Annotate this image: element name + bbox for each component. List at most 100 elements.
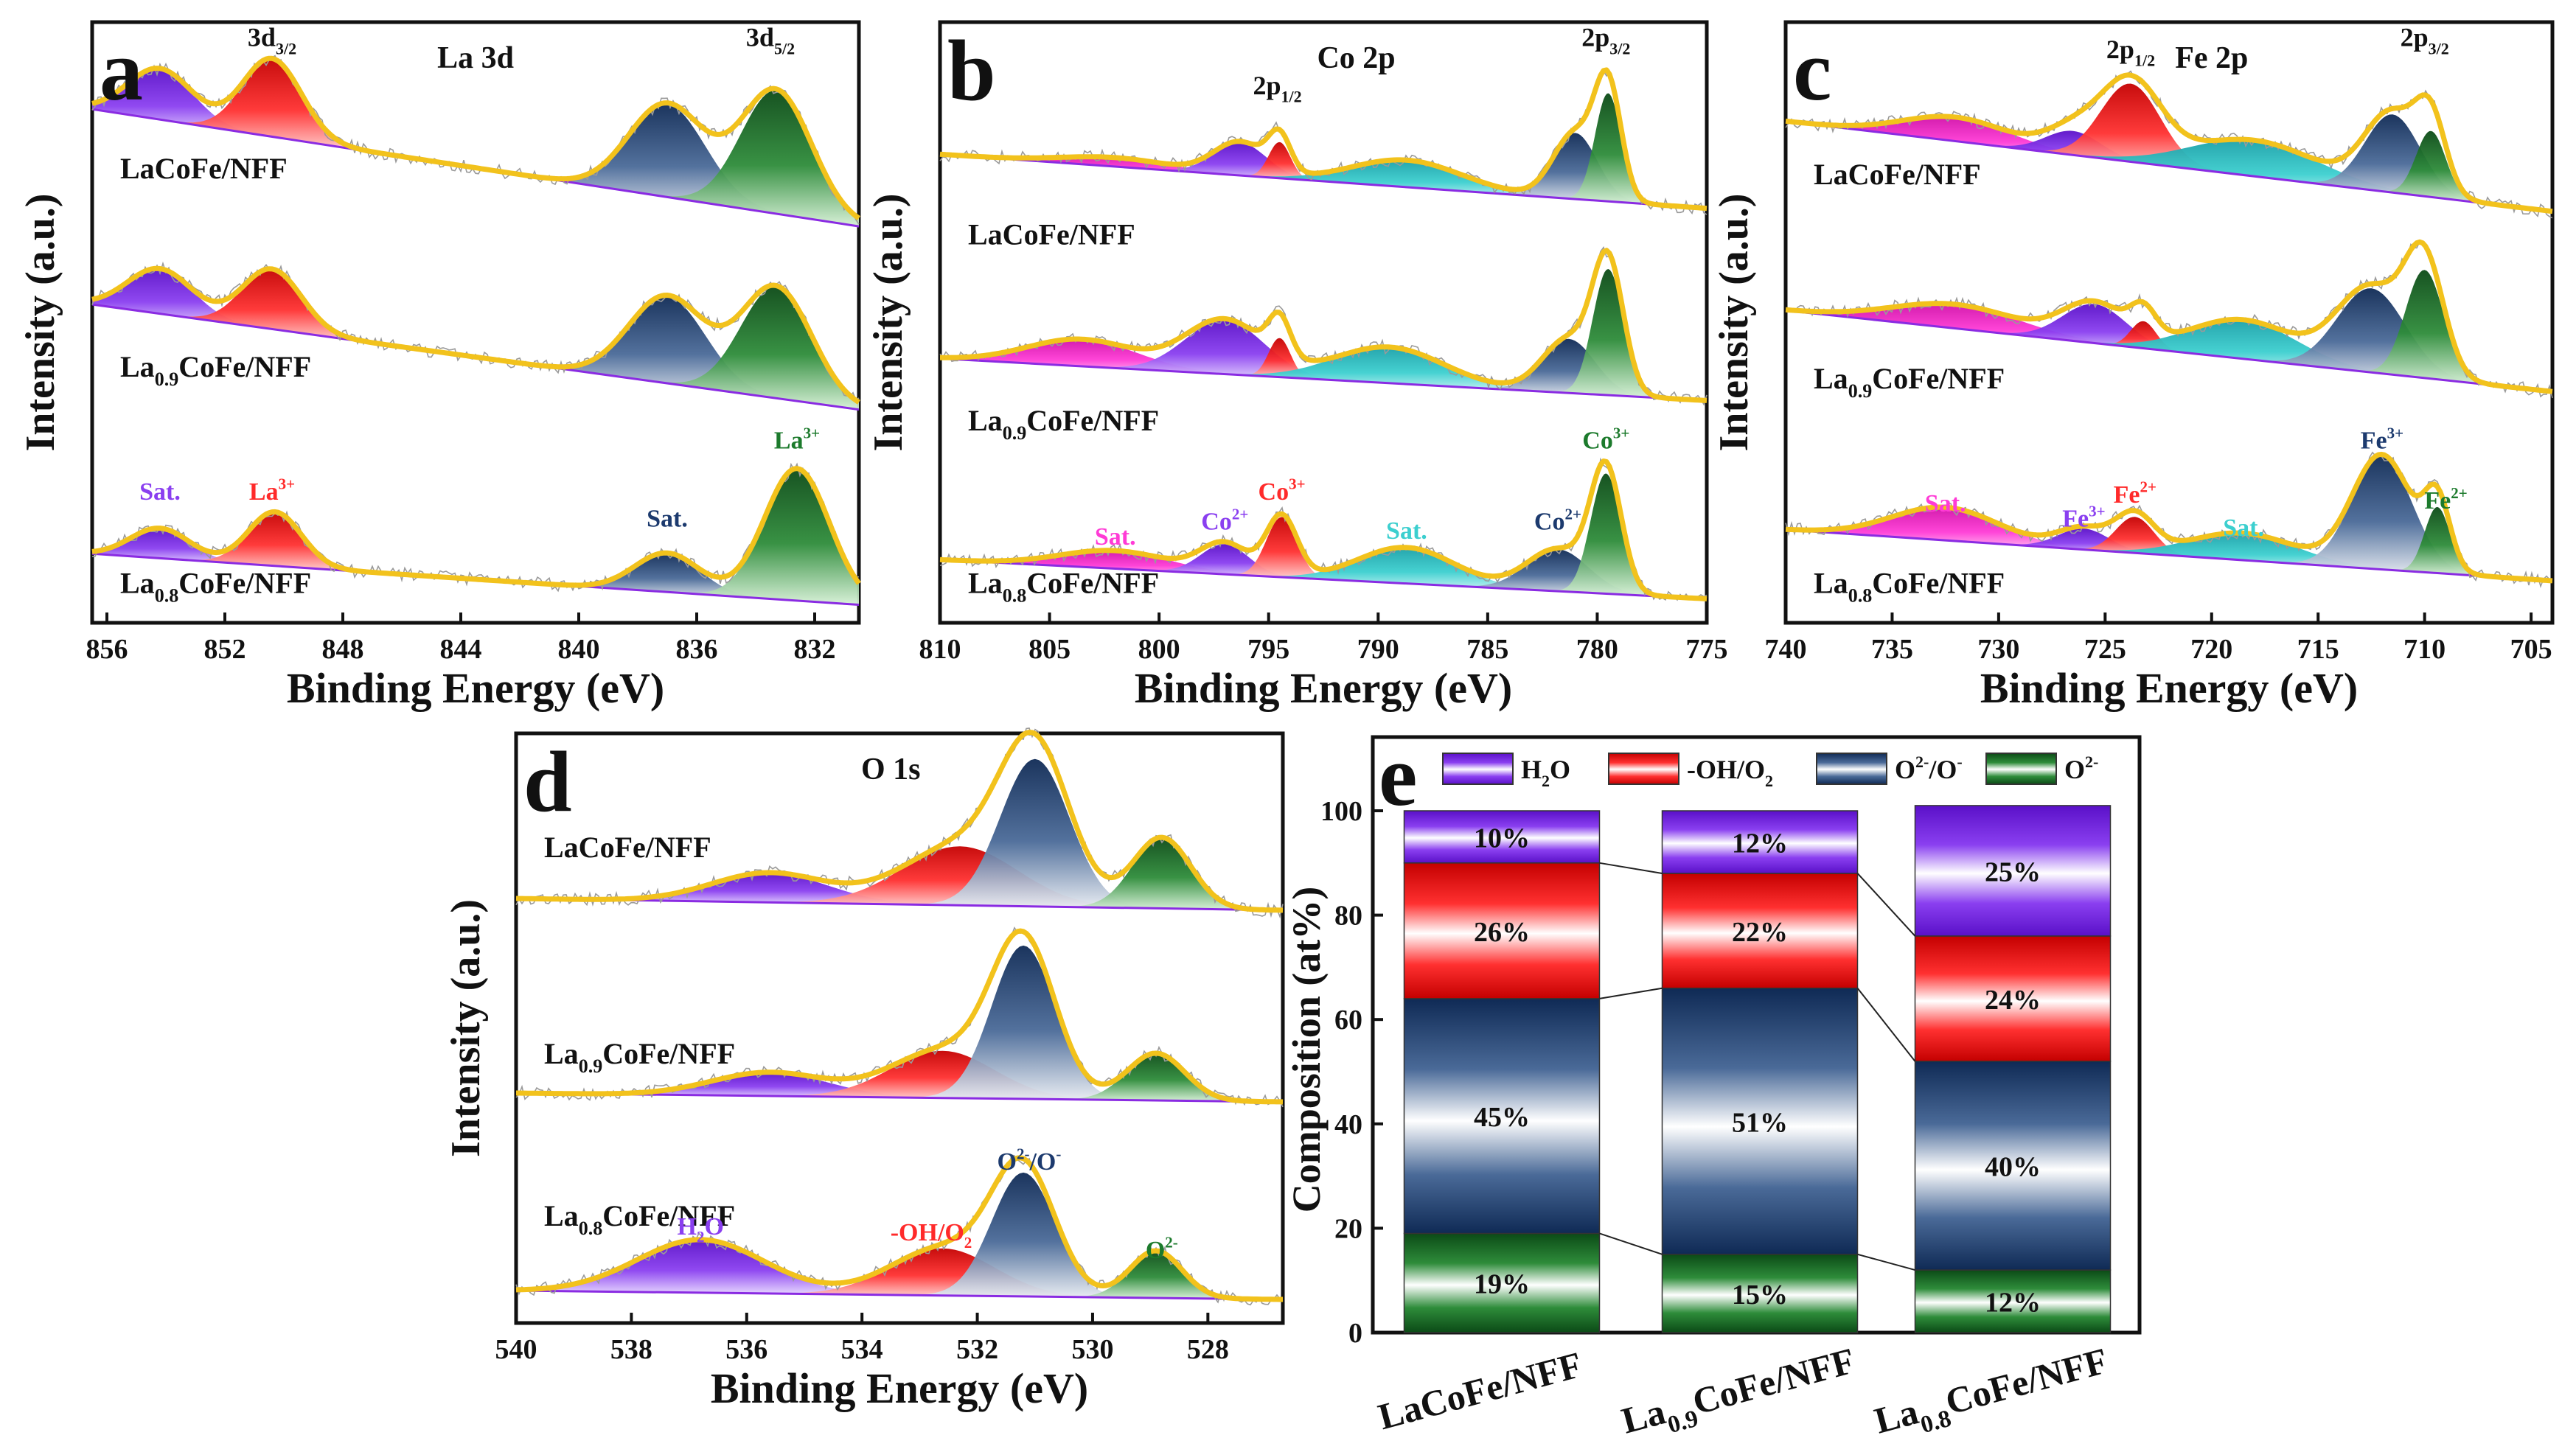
background-line: [515, 897, 1284, 912]
bar-value-label: 15%: [1732, 1280, 1788, 1310]
fit-envelope: [91, 466, 861, 588]
x-tick-label: 725: [2084, 634, 2126, 665]
background-line: [939, 558, 1708, 600]
fit-envelope: [515, 1155, 1283, 1302]
y-tick-label: 80: [1334, 901, 1362, 932]
y-axis-label: Composition (at%): [1284, 887, 1329, 1213]
panel-d-o1s: LaCoFe/NFF La0.9CoFe/NFF La0.8CoFe/NFF 540 5…: [443, 727, 1285, 1412]
peak-label-3d5-2: 3d5/2: [746, 23, 795, 58]
peak-red-794.4: [1228, 517, 1336, 580]
peak-navy-531: [913, 758, 1156, 909]
x-tick-label: 790: [1357, 634, 1399, 665]
x-tick-label: 710: [2403, 634, 2446, 665]
y-tick-label: 100: [1320, 796, 1362, 827]
x-tick-label: 735: [1871, 634, 1913, 665]
plot-frame: [938, 20, 1709, 625]
x-tick-label: 536: [725, 1334, 767, 1365]
peak-purple-854.2: [92, 268, 274, 329]
bar-o2-3: [1914, 1269, 2112, 1333]
bar-value-label: 10%: [1474, 823, 1530, 854]
bar-oh-o2-1: [1403, 862, 1601, 999]
series-lacofe-nff: [515, 727, 1284, 919]
category-label-2: La0.9CoFe/NFF: [1618, 1340, 1862, 1451]
connector-line: [1856, 873, 1916, 937]
sample-label-la0-8cofe-nff: La0.8CoFe/NFF: [544, 1199, 735, 1239]
plot-frame: [514, 731, 1285, 1325]
annotation-co3: Co3+: [1259, 475, 1306, 506]
background-line: [1785, 119, 2553, 213]
x-tick-label: 836: [676, 634, 718, 665]
legend-label-o2-o: O2-/O-: [1895, 753, 1963, 784]
peak-purple-536.8: [516, 1239, 923, 1296]
x-tick-label: 705: [2510, 634, 2552, 665]
annotation-sat: Sat.: [139, 478, 181, 506]
sample-label-lacofe-nff: LaCoFe/NFF: [1814, 158, 1981, 191]
x-axis-label: Binding Energy (eV): [287, 664, 664, 712]
x-axis-label: Binding Energy (eV): [1980, 664, 2358, 712]
y-axis-label: Intensity (a.u.): [443, 899, 489, 1157]
bar-o2-o-3: [1914, 1061, 2112, 1271]
x-tick-label: 775: [1686, 634, 1728, 665]
background-line: [1785, 528, 2553, 582]
x-tick-label: 848: [322, 634, 364, 665]
panel-title: La 3d: [437, 41, 514, 75]
bar-o2-1: [1403, 1232, 1601, 1333]
annotation-fe3: Fe3+: [2062, 502, 2105, 532]
peak-navy-781.3: [1477, 338, 1661, 398]
x-tick-label: 856: [86, 634, 128, 665]
bar-value-label: 40%: [1985, 1151, 2041, 1182]
panel-title: Fe 2p: [2175, 41, 2248, 75]
fit-envelope: [939, 67, 1708, 212]
legend-swatch-h2o: [1442, 753, 1514, 785]
panel-letter: c: [1793, 22, 1831, 119]
annotation-fe2: Fe2+: [2114, 478, 2156, 509]
panel-letter: b: [947, 22, 996, 119]
peak-green-832.6: [683, 468, 859, 605]
annotation-o2-o: O2-/O-: [998, 1145, 1062, 1176]
peak-green-528.8: [1060, 837, 1263, 910]
bar-o2-2: [1661, 1254, 1859, 1333]
fit-envelope: [1785, 451, 2553, 584]
fit-envelope: [91, 265, 860, 405]
fit-envelope: [91, 55, 861, 220]
legend-label-o2: O2-: [2064, 753, 2098, 784]
sample-label-la0-8cofe-nff: La0.8CoFe/NFF: [968, 566, 1159, 606]
peak-green-528.9: [1065, 1251, 1247, 1299]
panel-e-composition: 19% 45% 26% 10% 15% 51% 22% 12% 12% 40% 24% 25% 0 20 4…: [1284, 727, 2142, 1451]
annotation-oh-o2: -OH/O2: [891, 1219, 972, 1252]
x-tick-label: 844: [440, 634, 482, 665]
peak-red-794.5: [1241, 338, 1318, 380]
annotation-fe3: Fe3+: [2361, 424, 2403, 454]
peak-green-709.7: [2378, 130, 2484, 203]
x-tick-label: 805: [1028, 634, 1071, 665]
sample-label-la0-9cofe-nff: La0.9CoFe/NFF: [544, 1037, 735, 1077]
peak-navy-531.2: [912, 1172, 1135, 1298]
annotation-fe2: Fe2+: [2424, 484, 2467, 514]
peak-label-2p1-2: 2p1/2: [2106, 35, 2155, 70]
annotation-sat: Sat.: [647, 506, 688, 533]
fit-envelope: [1785, 239, 2553, 394]
fit-envelope: [939, 458, 1708, 601]
background-line: [939, 357, 1708, 402]
legend-swatch-o2-o: [1816, 753, 1887, 785]
x-tick-label: 840: [558, 634, 600, 665]
peak-green-833.3: [652, 287, 859, 410]
x-tick-label: 540: [495, 1334, 537, 1365]
fit-envelope: [515, 730, 1284, 913]
peak-label-2p3-2: 2p3/2: [1581, 23, 1630, 58]
peak-green-528.9: [1055, 1053, 1257, 1102]
series-lacofe-nff: [91, 55, 861, 228]
sample-label-la0-8cofe-nff: La0.8CoFe/NFF: [120, 566, 311, 606]
x-tick-label: 720: [2190, 634, 2232, 665]
x-tick-label: 730: [1977, 634, 2019, 665]
peak-green-833.3: [652, 90, 859, 227]
series-la0-9cofe-nff: [515, 926, 1284, 1108]
series-la0-9cofe-nff: [1785, 239, 2553, 399]
bar-value-label: 25%: [1985, 856, 2041, 887]
bar-h2o-3: [1914, 805, 2112, 937]
bar-oh-o2-2: [1661, 873, 1859, 989]
peak-red-850.3: [182, 512, 368, 573]
